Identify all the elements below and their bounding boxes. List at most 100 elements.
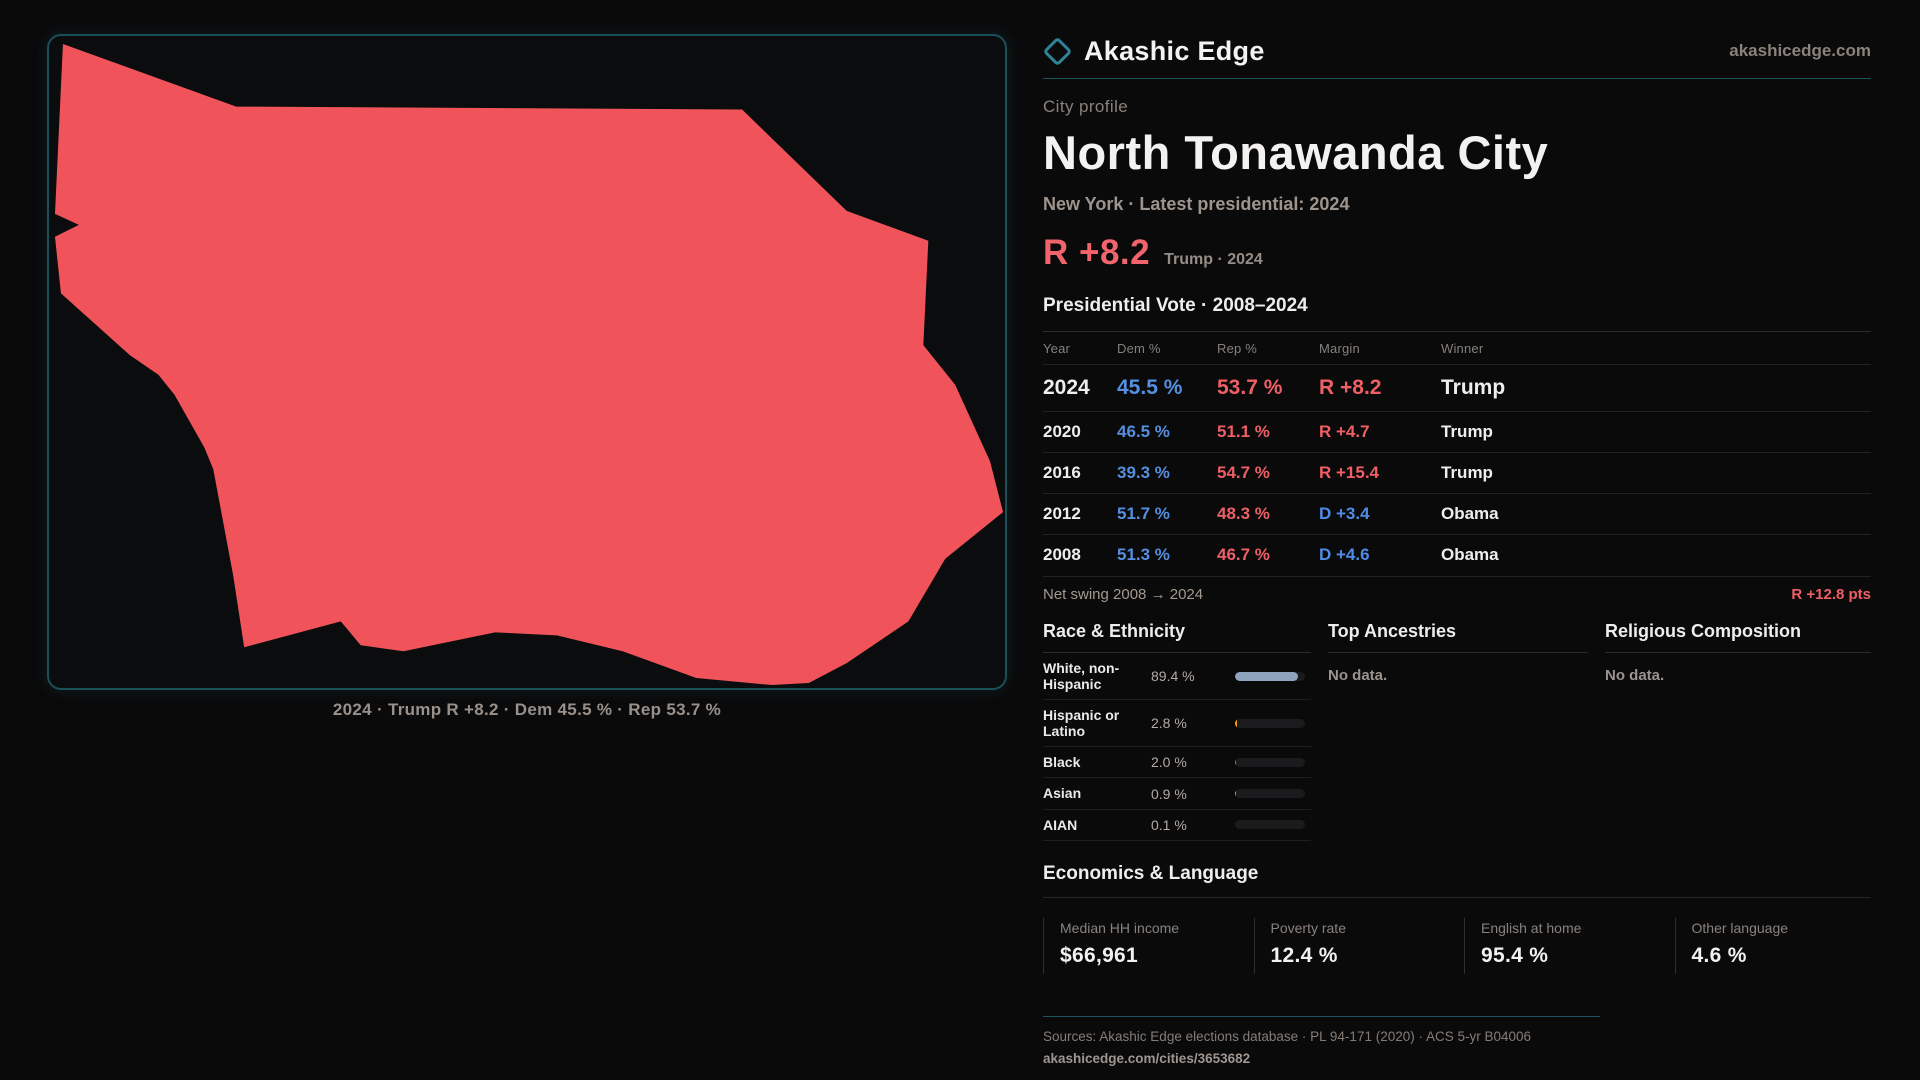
page-subtitle: New York · Latest presidential: 2024: [1043, 194, 1350, 214]
rep-pct-cell: 48.3 %: [1217, 504, 1270, 523]
race-bar-fill: [1235, 789, 1236, 799]
vote-row-2012: 2012 51.7 % 48.3 % D +3.4 Obama: [1043, 493, 1871, 534]
dem-pct-cell: 51.3 %: [1117, 545, 1170, 564]
year-cell: 2016: [1043, 463, 1081, 482]
footer-sources: Sources: Akashic Edge elections database…: [1043, 1028, 1532, 1044]
margin-cell: R +8.2: [1319, 376, 1382, 399]
year-cell: 2008: [1043, 545, 1081, 564]
margin-cell: D +4.6: [1319, 545, 1370, 564]
economics-stats: Median HH income $66,961 Poverty rate 12.4 …: [1043, 917, 1872, 974]
race-label: Asian: [1043, 785, 1082, 802]
col-dem: Dem %: [1117, 341, 1161, 356]
brand-header: Akashic Edge akashicedge.com: [1042, 30, 1871, 72]
headline-margin-row: R +8.2 Trump · 2024: [1043, 233, 1871, 273]
race-label: Hispanic or Latino: [1043, 707, 1120, 740]
race-bar: [1235, 820, 1305, 830]
race-value: 0.9 %: [1151, 785, 1187, 802]
vote-table: Year Dem % Rep % Margin Winner 2024 45.5 …: [1043, 331, 1871, 613]
map-caption: 2024 · Trump R +8.2 · Dem 45.5 % · Rep 5…: [332, 700, 722, 719]
vote-table-header: Year Dem % Rep % Margin Winner: [1043, 331, 1871, 364]
vote-row-2020: 2020 46.5 % 51.1 % R +4.7 Trump: [1043, 411, 1871, 452]
vote-section-title: Presidential Vote · 2008–2024: [1043, 295, 1308, 316]
footer-permalink[interactable]: akashicedge.com/cities/3653682: [1043, 1050, 1251, 1066]
race-value: 89.4 %: [1151, 668, 1195, 685]
margin-cell: R +15.4: [1319, 463, 1380, 482]
race-label: Black: [1043, 754, 1081, 771]
col-margin: Margin: [1319, 341, 1360, 356]
race-row: Black 2.0 %: [1043, 747, 1311, 779]
top-ancestries-title: Top Ancestries: [1328, 621, 1588, 653]
winner-cell: Obama: [1441, 545, 1499, 564]
race-bar: [1235, 789, 1305, 799]
race-bar-fill: [1235, 718, 1237, 728]
net-swing-label: Net swing 2008 → 2024: [1043, 586, 1204, 603]
race-label: AIAN: [1043, 816, 1078, 833]
year-cell: 2020: [1043, 422, 1081, 441]
race-row: Asian 0.9 %: [1043, 778, 1311, 810]
economics-section-title: Economics & Language: [1043, 863, 1871, 898]
rep-pct-cell: 53.7 %: [1217, 376, 1283, 399]
race-value: 2.8 %: [1151, 715, 1187, 732]
religious-composition-title: Religious Composition: [1605, 621, 1871, 653]
col-rep: Rep %: [1217, 341, 1258, 356]
dem-pct-cell: 51.7 %: [1117, 504, 1170, 523]
race-bar: [1235, 757, 1305, 767]
race-bar-fill: [1235, 671, 1298, 681]
dem-pct-cell: 46.5 %: [1117, 422, 1170, 441]
brand-name: Akashic Edge: [1084, 35, 1265, 66]
econ-stat-value: $66,961: [1060, 943, 1139, 967]
religious-composition-column: Religious Composition No data.: [1605, 621, 1871, 841]
vote-row-2024: 2024 45.5 % 53.7 % R +8.2 Trump: [1043, 364, 1871, 411]
city-shape: [54, 43, 1004, 686]
econ-stat: Other language 4.6 %: [1674, 917, 1872, 974]
econ-stat-label: Median HH income: [1060, 919, 1180, 936]
margin-cell: R +4.7: [1319, 422, 1370, 441]
vote-row-2016: 2016 39.3 % 54.7 % R +15.4 Trump: [1043, 452, 1871, 493]
econ-stat-value: 4.6 %: [1691, 943, 1747, 967]
city-map-panel: [47, 34, 1007, 690]
race-ethnicity-column: Race & Ethnicity White, non-Hispanic 89.4…: [1043, 621, 1311, 841]
race-bar: [1235, 671, 1305, 681]
page-title: North Tonawanda City: [1043, 126, 1549, 179]
religion-no-data: No data.: [1605, 667, 1665, 684]
race-value: 2.0 %: [1151, 754, 1187, 771]
econ-stat: Poverty rate 12.4 %: [1253, 917, 1451, 974]
footer-divider: [1043, 1015, 1600, 1017]
rep-pct-cell: 54.7 %: [1217, 463, 1270, 482]
profile-panel: Akashic Edge akashicedge.com City profil…: [1042, 30, 1872, 1066]
top-ancestries-column: Top Ancestries No data.: [1328, 621, 1588, 841]
year-cell: 2024: [1043, 376, 1090, 399]
diamond-logo-icon: [1042, 36, 1073, 66]
econ-stat-value: 95.4 %: [1481, 943, 1549, 967]
net-swing-row: Net swing 2008 → 2024 R +12.8 pts: [1043, 576, 1871, 613]
vote-row-2008: 2008 51.3 % 46.7 % D +4.6 Obama: [1043, 534, 1871, 575]
race-row: AIAN 0.1 %: [1043, 810, 1311, 841]
demographics-section: Race & Ethnicity White, non-Hispanic 89.4…: [1043, 621, 1871, 841]
winner-cell: Trump: [1441, 463, 1493, 482]
econ-stat-label: Poverty rate: [1270, 919, 1346, 936]
race-bar: [1235, 718, 1305, 728]
econ-stat-label: Other language: [1691, 919, 1789, 936]
econ-stat: Median HH income $66,961: [1043, 917, 1240, 974]
rep-pct-cell: 51.1 %: [1217, 422, 1270, 441]
footer: Sources: Akashic Edge elections database…: [1043, 1015, 1871, 1066]
net-swing-value: R +12.8 pts: [1791, 586, 1871, 603]
winner-cell: Obama: [1441, 504, 1499, 523]
race-row: White, non-Hispanic 89.4 %: [1043, 653, 1311, 701]
page-kicker: City profile: [1043, 97, 1129, 116]
winner-cell: Trump: [1441, 376, 1506, 399]
city-map: [54, 43, 1004, 686]
econ-stat-value: 12.4 %: [1270, 943, 1338, 967]
headline-margin-value: R +8.2: [1043, 233, 1151, 272]
margin-cell: D +3.4: [1319, 504, 1370, 523]
rep-pct-cell: 46.7 %: [1217, 545, 1270, 564]
race-bar-fill: [1235, 757, 1237, 767]
col-year: Year: [1043, 341, 1071, 356]
econ-stat: English at home 95.4 %: [1464, 917, 1661, 974]
econ-stat-label: English at home: [1481, 919, 1582, 936]
brand-domain-link[interactable]: akashicedge.com: [1729, 41, 1871, 60]
brand-divider: [1043, 78, 1871, 79]
race-label: White, non-Hispanic: [1043, 660, 1120, 693]
winner-cell: Trump: [1441, 422, 1493, 441]
dem-pct-cell: 45.5 %: [1117, 376, 1183, 399]
